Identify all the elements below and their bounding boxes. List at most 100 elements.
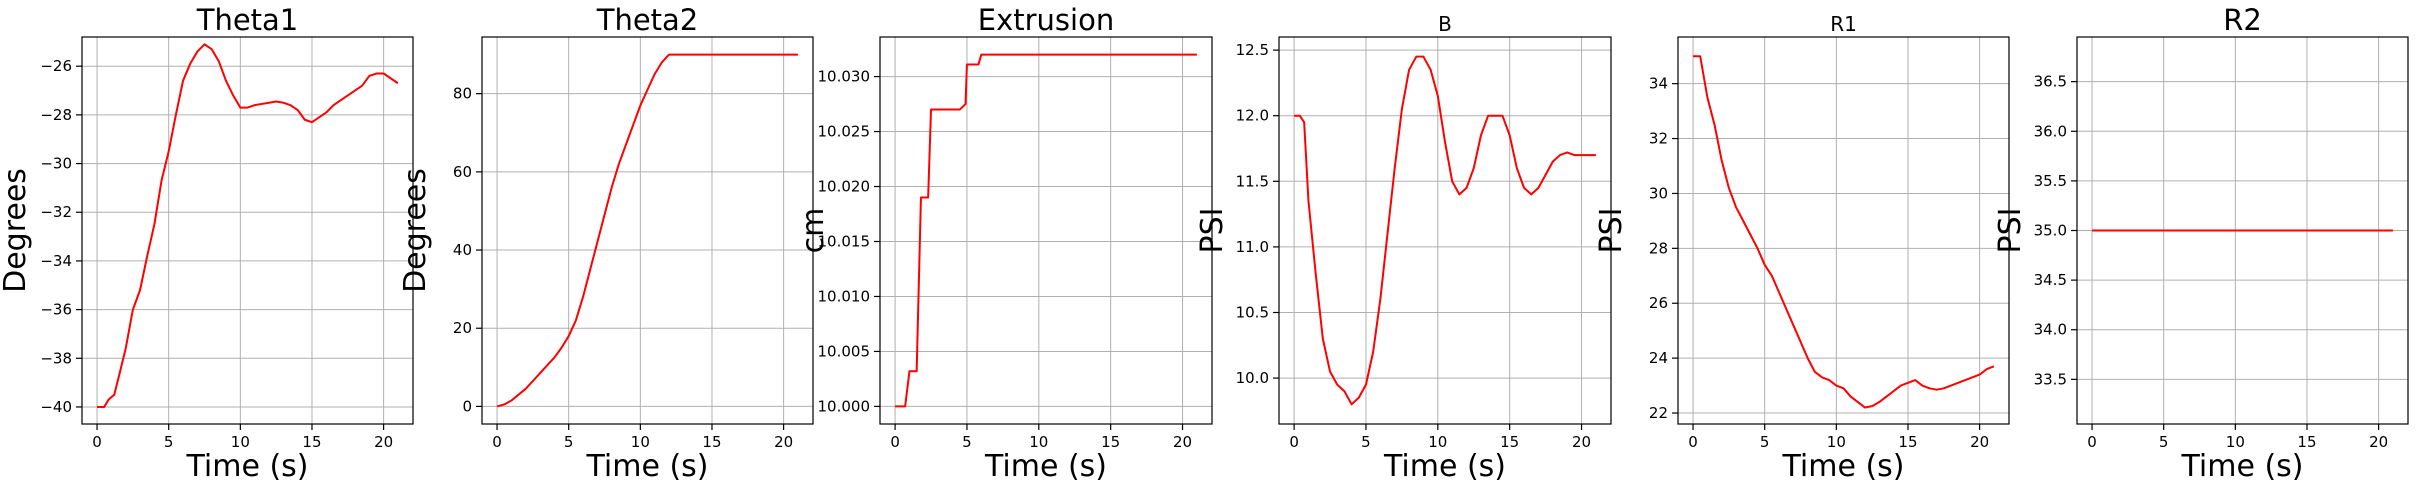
series-line — [97, 43, 399, 408]
y-tick-label: −28 — [40, 106, 72, 124]
x-axis-label: Time (s) — [2181, 449, 2304, 484]
plot-frame — [481, 36, 814, 425]
x-axis-label: Time (s) — [1383, 449, 1506, 484]
y-tick-label: 11.0 — [1236, 238, 1269, 256]
y-tick-label: 33.5 — [2034, 370, 2067, 388]
y-tick-label: 80 — [453, 85, 472, 103]
x-tick-label: 10 — [2226, 433, 2245, 451]
x-tick-label: 20 — [374, 433, 393, 451]
panel-title: R1 — [1830, 12, 1857, 36]
y-tick-label: 0 — [462, 397, 472, 415]
panel-3: 0 5 10 15 20 10.000 10.005 10.010 10.015 10.020 10… — [796, 3, 1213, 484]
x-tick-label: 20 — [774, 433, 793, 451]
y-tick-label: 10.025 — [818, 123, 871, 141]
panel-5: 0 5 10 15 20 22 24 26 28 30 32 34 R1 Time (s) PSI — [1594, 12, 2010, 484]
plot-frame — [1677, 36, 2010, 425]
x-tick-label: 5 — [2159, 433, 2169, 451]
y-tick-label: 10.010 — [818, 287, 871, 305]
x-tick-label: 10 — [231, 433, 250, 451]
x-tick-label: 5 — [1760, 433, 1770, 451]
x-tick-label: 15 — [302, 433, 321, 451]
plot-frame — [81, 36, 414, 425]
panel-title: R2 — [2223, 3, 2262, 37]
x-tick-label: 0 — [1688, 433, 1698, 451]
y-tick-label: 20 — [453, 319, 472, 337]
y-tick-label: 10.0 — [1236, 369, 1269, 387]
y-tick-label: 40 — [453, 241, 472, 259]
panel-title: B — [1438, 12, 1452, 36]
x-tick-label: 15 — [1500, 433, 1519, 451]
y-tick-label: 34 — [1649, 75, 1668, 93]
x-tick-label: 5 — [962, 433, 972, 451]
x-tick-label: 15 — [702, 433, 721, 451]
y-tick-label: 10.000 — [818, 397, 871, 415]
panel-title: Theta2 — [596, 3, 699, 37]
x-tick-label: 10 — [1827, 433, 1846, 451]
x-tick-label: 0 — [1289, 433, 1299, 451]
y-tick-label: 28 — [1649, 239, 1668, 257]
series-line — [1693, 55, 1995, 409]
x-tick-label: 15 — [2297, 433, 2316, 451]
y-tick-label: −38 — [40, 349, 72, 367]
panel-title: Theta1 — [196, 3, 299, 37]
y-tick-label: 36.0 — [2034, 122, 2067, 140]
y-axis-label: PSI — [1594, 208, 1629, 254]
y-tick-label: 10.5 — [1236, 303, 1269, 321]
x-axis-label: Time (s) — [586, 449, 709, 484]
y-tick-label: −36 — [40, 301, 72, 319]
y-tick-label: 30 — [1649, 184, 1668, 202]
y-tick-label: −32 — [40, 203, 72, 221]
x-tick-label: 20 — [1572, 433, 1591, 451]
x-tick-label: 20 — [1970, 433, 1989, 451]
y-axis-label: cm — [796, 208, 831, 254]
y-tick-label: 60 — [453, 163, 472, 181]
panel-2: 0 5 10 15 20 0 20 40 60 80 Theta2 Time (s) Degrees — [398, 3, 814, 484]
y-tick-label: 34.0 — [2034, 321, 2067, 339]
y-tick-label: 12.5 — [1236, 41, 1269, 59]
y-tick-label: 32 — [1649, 130, 1668, 148]
y-tick-label: 34.5 — [2034, 271, 2067, 289]
panel-6: 0 5 10 15 20 33.5 34.0 34.5 35.0 35.5 36.0 36.5 R2 Ti… — [1993, 3, 2409, 484]
y-tick-label: −26 — [40, 57, 72, 75]
plot-frame — [879, 36, 1213, 425]
x-tick-label: 15 — [1898, 433, 1917, 451]
x-tick-label: 10 — [1428, 433, 1447, 451]
y-tick-label: 10.015 — [818, 232, 871, 250]
x-tick-label: 10 — [631, 433, 650, 451]
y-tick-label: 10.030 — [818, 68, 871, 86]
x-tick-label: 5 — [164, 433, 174, 451]
panel-title: Extrusion — [978, 3, 1114, 37]
y-tick-label: −30 — [40, 155, 72, 173]
y-tick-label: 35.0 — [2034, 222, 2067, 240]
series-line — [496, 53, 798, 408]
x-tick-label: 0 — [92, 433, 102, 451]
series-line — [1294, 55, 1596, 406]
panel-4: 0 5 10 15 20 10.0 10.5 11.0 11.5 12.0 12.5 B Time (s… — [1195, 12, 1612, 484]
y-axis-label: Degrees — [398, 168, 433, 293]
x-tick-label: 15 — [1101, 433, 1120, 451]
x-tick-label: 5 — [1361, 433, 1371, 451]
y-tick-label: 22 — [1649, 404, 1668, 422]
x-tick-label: 20 — [2369, 433, 2388, 451]
plot-frame — [1278, 36, 1612, 425]
y-axis-label: PSI — [1195, 208, 1230, 254]
y-tick-label: 10.005 — [818, 342, 871, 360]
y-tick-label: 35.5 — [2034, 172, 2067, 190]
x-tick-label: 20 — [1173, 433, 1192, 451]
x-axis-label: Time (s) — [1782, 449, 1905, 484]
x-tick-label: 5 — [564, 433, 574, 451]
x-axis-label: Time (s) — [984, 449, 1107, 484]
y-tick-label: 24 — [1649, 349, 1668, 367]
x-tick-label: 0 — [2087, 433, 2097, 451]
series-line — [895, 53, 1197, 408]
x-tick-label: 0 — [492, 433, 502, 451]
panel-1: 0 5 10 15 20 −40 −38 −36 −34 −32 −30 −28 −26 Theta1 Ti… — [0, 3, 414, 484]
y-axis-label: Degrees — [0, 168, 33, 293]
x-axis-label: Time (s) — [186, 449, 309, 484]
y-tick-label: 12.0 — [1236, 107, 1269, 125]
y-tick-label: 10.020 — [818, 178, 871, 196]
y-tick-label: −34 — [40, 252, 72, 270]
y-tick-label: 11.5 — [1236, 172, 1269, 190]
y-tick-label: 36.5 — [2034, 73, 2067, 91]
